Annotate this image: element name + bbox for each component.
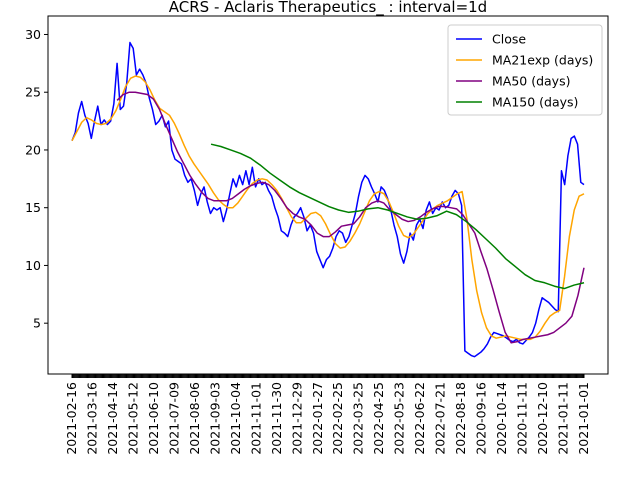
y-tick-label: 25 (25, 85, 41, 100)
chart-title: ACRS - Aclaris Therapeutics_ : interval=… (169, 0, 487, 17)
x-tick-label: 2020-10-14 (494, 382, 509, 455)
legend-label: MA150 (days) (492, 95, 578, 110)
y-tick-label: 10 (25, 258, 41, 273)
x-tick-label: 2022-03-25 (351, 382, 366, 455)
legend: Close MA21exp (days) MA50 (days) MA150 (day… (447, 24, 603, 116)
x-tick-label: 2020-11-11 (515, 382, 530, 455)
legend-label: Close (492, 32, 526, 47)
x-tick-label: 2021-09-03 (207, 382, 222, 455)
x-tick-label: 2020-12-10 (535, 382, 550, 455)
x-tick-label: 2022-01-27 (310, 382, 325, 455)
y-tick-label: 30 (25, 27, 41, 42)
legend-box (447, 24, 603, 116)
series-line-0 (71, 41, 585, 358)
x-tick-label: 2021-12-29 (289, 382, 304, 455)
x-tick-label: 2022-02-25 (330, 382, 345, 455)
x-tick-label: 2021-06-10 (146, 382, 161, 455)
y-tick-label: 15 (25, 200, 41, 215)
x-tick-label: 2022-04-25 (371, 382, 386, 455)
x-tick-label: 2022-08-18 (453, 382, 468, 455)
x-tick-label: 2021-01-11 (556, 382, 571, 455)
x-tick-label: 2021-11-01 (248, 382, 263, 455)
x-tick-label: 2021-10-04 (228, 382, 243, 455)
x-tick-label: 2021-08-06 (187, 382, 202, 455)
y-tick-label: 20 (25, 142, 41, 157)
x-tick-label: 2021-03-16 (84, 382, 99, 455)
x-axis: 2021-02-16 2021-03-16 2021-04-14 2021-05-12… (64, 374, 591, 455)
x-tick-label: 2021-05-12 (125, 382, 140, 455)
series-line-2 (116, 91, 585, 344)
x-tick-label: 2022-07-21 (433, 382, 448, 455)
y-axis: 5 10 15 20 25 30 (25, 27, 48, 331)
x-tick-label: 2020-09-16 (474, 382, 489, 455)
x-tick-label: 2021-11-30 (269, 382, 284, 455)
x-tick-label: 2021-07-09 (166, 382, 181, 455)
x-tick-label: 2022-05-23 (392, 382, 407, 455)
series-line-3 (210, 143, 585, 290)
legend-label: MA50 (days) (492, 74, 570, 89)
series-layer (71, 41, 585, 358)
legend-label: MA21exp (days) (492, 53, 593, 68)
y-tick-label: 5 (33, 316, 41, 331)
x-tick-label: 2021-04-14 (105, 382, 120, 455)
x-tick-label: 2022-06-22 (412, 382, 427, 455)
x-tick-label: 2021-02-16 (64, 382, 79, 455)
x-tick-label: 2021-01-01 (576, 382, 591, 455)
